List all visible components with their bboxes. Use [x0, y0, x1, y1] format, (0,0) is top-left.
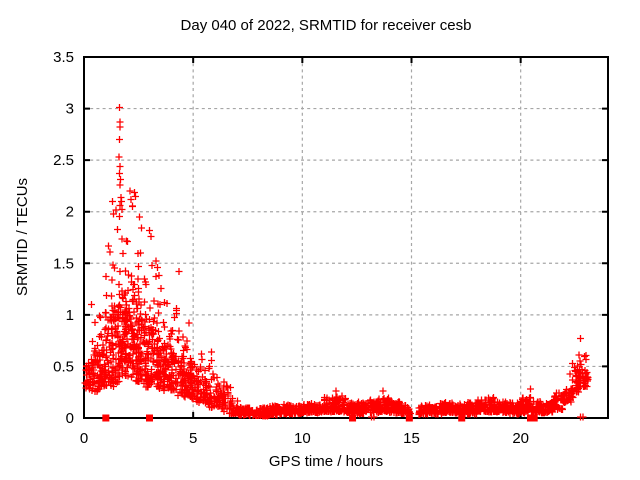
y-tick-label: 2.5	[53, 152, 74, 169]
x-tick-label: 15	[403, 430, 420, 447]
x-tick-label: 20	[512, 430, 529, 447]
y-tick-label: 0.5	[53, 358, 74, 375]
y-tick-label: 1	[66, 307, 74, 324]
y-tick-label: 0	[66, 410, 74, 427]
plot-border	[83, 56, 609, 419]
flag-square-marker	[530, 414, 538, 422]
x-tick-label: 5	[189, 430, 197, 447]
chart-title: Day 040 of 2022, SRMTID for receiver ces…	[180, 17, 472, 34]
flag-square-marker	[526, 414, 534, 422]
scatter-plus-markers	[81, 104, 592, 421]
flag-square-marker	[349, 414, 357, 422]
flag-square-marker	[102, 414, 110, 422]
flag-square-marker	[458, 414, 466, 422]
flag-square-marker	[405, 414, 413, 422]
y-tick-label: 2	[66, 204, 74, 221]
flag-square-marker	[146, 414, 153, 422]
x-tick-label: 10	[294, 430, 311, 447]
grid-lines	[84, 57, 608, 418]
x-tick-label: 0	[80, 430, 88, 447]
x-axis-label: GPS time / hours	[268, 453, 384, 470]
y-tick-label: 3.5	[53, 49, 74, 66]
y-tick-label: 3	[66, 101, 74, 118]
y-tick-label: 1.5	[53, 255, 74, 272]
